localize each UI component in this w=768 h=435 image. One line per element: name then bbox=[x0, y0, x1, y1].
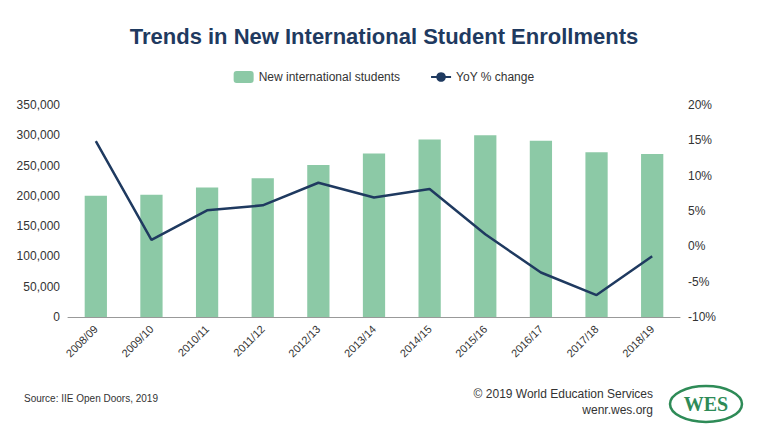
svg-text:2014/15: 2014/15 bbox=[397, 323, 434, 360]
svg-text:0%: 0% bbox=[688, 239, 706, 253]
svg-text:© 2019 World Education Service: © 2019 World Education Services bbox=[474, 387, 653, 401]
svg-text:300,000: 300,000 bbox=[17, 128, 61, 142]
svg-text:200,000: 200,000 bbox=[17, 189, 61, 203]
svg-text:2015/16: 2015/16 bbox=[453, 323, 490, 360]
svg-text:20%: 20% bbox=[688, 98, 712, 112]
svg-text:0: 0 bbox=[53, 310, 60, 324]
svg-text:350,000: 350,000 bbox=[17, 98, 61, 112]
svg-text:2010/11: 2010/11 bbox=[175, 323, 211, 359]
svg-text:YoY % change: YoY % change bbox=[456, 70, 534, 84]
svg-text:WES: WES bbox=[684, 393, 728, 415]
svg-text:2008/09: 2008/09 bbox=[63, 323, 100, 360]
svg-text:250,000: 250,000 bbox=[17, 159, 61, 173]
svg-text:2009/10: 2009/10 bbox=[119, 323, 156, 360]
svg-text:2012/13: 2012/13 bbox=[286, 323, 323, 360]
svg-text:2018/19: 2018/19 bbox=[620, 323, 657, 360]
svg-text:10%: 10% bbox=[688, 169, 712, 183]
svg-text:wenr.wes.org: wenr.wes.org bbox=[581, 403, 653, 417]
svg-text:100,000: 100,000 bbox=[17, 249, 61, 263]
svg-text:2011/12: 2011/12 bbox=[231, 323, 267, 359]
svg-text:50,000: 50,000 bbox=[23, 280, 60, 294]
svg-text:-10%: -10% bbox=[688, 310, 716, 324]
svg-text:15%: 15% bbox=[688, 133, 712, 147]
svg-text:5%: 5% bbox=[688, 204, 706, 218]
svg-text:New international students: New international students bbox=[259, 70, 400, 84]
svg-text:2013/14: 2013/14 bbox=[342, 323, 379, 360]
svg-text:Trends in New International St: Trends in New International Student Enro… bbox=[130, 24, 639, 49]
svg-text:150,000: 150,000 bbox=[17, 219, 61, 233]
svg-text:2017/18: 2017/18 bbox=[564, 323, 601, 360]
svg-text:-5%: -5% bbox=[688, 275, 710, 289]
svg-text:2016/17: 2016/17 bbox=[509, 323, 546, 360]
svg-text:Source: IIE Open Doors, 2019: Source: IIE Open Doors, 2019 bbox=[24, 393, 158, 404]
